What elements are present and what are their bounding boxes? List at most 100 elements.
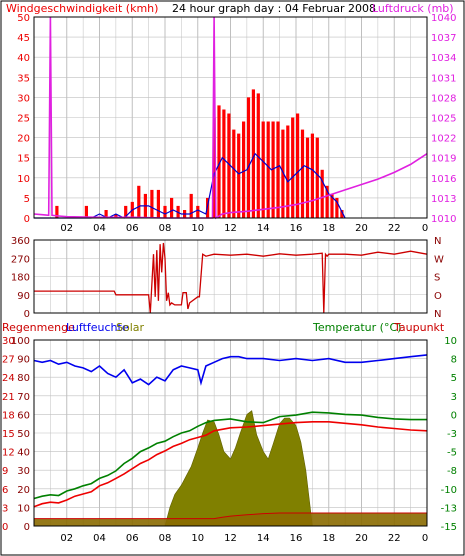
dewpoint-line xyxy=(33,420,428,508)
pressure-tick-label: 1028 xyxy=(431,93,456,104)
wind-bar xyxy=(237,133,241,218)
chart-title: 24 hour graph day : 04 Februar 2008 xyxy=(172,2,376,15)
wind-bar xyxy=(84,205,88,218)
wind-bar xyxy=(300,129,305,218)
x-tick-label: 08 xyxy=(159,223,172,234)
pressure-line xyxy=(33,16,428,220)
temperature-tick-label: 8 xyxy=(451,355,457,366)
wind-bar xyxy=(242,121,246,218)
wind-bar xyxy=(310,133,314,218)
direction-degree-axis: 360 270 180 90 0 xyxy=(11,236,30,320)
temperature-axis: -15 -13 -10 -8 -5 -3 0 3 5 8 10 xyxy=(441,336,457,533)
climate-frame xyxy=(33,339,428,527)
wind-bar xyxy=(276,121,280,218)
wind-bar xyxy=(271,121,275,218)
wind-tick-label: 35 xyxy=(17,73,30,84)
humidity-axis-title: Luftfeuchte xyxy=(66,321,129,334)
wind-tick-label: 30 xyxy=(17,93,30,104)
x-tick-label: 04 xyxy=(93,223,106,234)
x-tick-label: 16 xyxy=(290,223,303,234)
temperature-tick-label: 10 xyxy=(444,336,457,347)
temperature-tick-label: -15 xyxy=(441,522,457,533)
wind-tick-label: 45 xyxy=(17,33,30,44)
wind-bar xyxy=(170,197,174,218)
x-tick-label: 16 xyxy=(290,533,303,544)
x-tick-label: 18 xyxy=(322,223,335,234)
humidity-tick-label: 80 xyxy=(17,373,30,384)
wind-bar xyxy=(246,97,251,218)
humidity-tick-label: 20 xyxy=(17,485,30,496)
wind-bar xyxy=(189,193,193,218)
wind-bar xyxy=(256,93,260,218)
temperature-tick-label: -3 xyxy=(447,429,457,440)
x-tick-label: 12 xyxy=(224,223,237,234)
x-tick-label: 0 xyxy=(422,223,428,234)
pressure-tick-label: 1013 xyxy=(431,194,456,205)
wind-tick-label: 50 xyxy=(17,13,30,24)
humidity-tick-label: 100 xyxy=(11,336,30,347)
wind-bar xyxy=(212,117,216,218)
compass-tick-label: N xyxy=(434,236,441,247)
climate-time-axis: 02 04 06 08 10 12 14 16 18 20 22 0 xyxy=(60,533,428,544)
wind-bar xyxy=(281,129,285,218)
wind-time-axis: 02 04 06 08 10 12 14 16 18 20 22 0 xyxy=(60,223,428,234)
rain-tick-label: 24 xyxy=(2,373,15,384)
wind-bar xyxy=(296,113,300,218)
temperature-tick-label: -10 xyxy=(441,485,457,496)
pressure-tick-label: 1022 xyxy=(431,134,456,145)
wind-bar xyxy=(266,121,270,218)
x-tick-label: 0 xyxy=(422,533,428,544)
direction-tick-label: 270 xyxy=(11,254,30,265)
pressure-tick-label: 1025 xyxy=(431,114,456,125)
x-tick-label: 20 xyxy=(355,533,368,544)
direction-tick-label: 180 xyxy=(11,273,30,284)
pressure-tick-label: 1016 xyxy=(431,174,456,185)
humidity-line xyxy=(33,354,428,386)
wind-bar xyxy=(217,105,221,218)
temperature-tick-label: -5 xyxy=(447,448,457,459)
wind-bar xyxy=(305,137,310,218)
wind-speed-axis: 0 5 10 15 20 25 30 35 40 45 50 xyxy=(17,13,30,225)
wind-bar xyxy=(137,185,141,218)
x-tick-label: 02 xyxy=(60,223,73,234)
compass-tick-label: N xyxy=(434,309,441,320)
direction-tick-label: 0 xyxy=(24,309,30,320)
wind-tick-label: 15 xyxy=(17,154,30,165)
x-tick-label: 22 xyxy=(388,223,401,234)
x-tick-label: 10 xyxy=(191,533,204,544)
humidity-tick-label: 10 xyxy=(17,503,30,514)
wind-bar xyxy=(156,189,160,218)
pressure-tick-label: 1019 xyxy=(431,154,456,165)
x-tick-label: 10 xyxy=(191,223,204,234)
direction-grid xyxy=(34,240,427,313)
wind-pressure-frame xyxy=(33,16,428,219)
wind-bar xyxy=(286,125,290,218)
wind-bar xyxy=(330,193,334,218)
x-tick-label: 18 xyxy=(322,533,335,544)
wind-bar xyxy=(196,205,200,218)
pressure-axis: 1010 1013 1016 1019 1022 1025 1028 1031 1034 1037… xyxy=(431,13,456,225)
wind-tick-label: 0 xyxy=(24,214,30,225)
wind-bar xyxy=(114,214,118,218)
wind-bar xyxy=(325,185,329,218)
pressure-tick-label: 1040 xyxy=(431,13,456,24)
wind-tick-label: 5 xyxy=(24,194,30,205)
wind-bar xyxy=(232,129,236,218)
wind-bar xyxy=(222,109,226,218)
x-tick-label: 20 xyxy=(355,223,368,234)
wind-tick-label: 40 xyxy=(17,53,30,64)
wind-tick-label: 25 xyxy=(17,114,30,125)
rain-axis-title: Regenmenge xyxy=(2,321,75,334)
temperature-tick-label: -13 xyxy=(441,503,457,514)
humidity-tick-label: 70 xyxy=(17,392,30,403)
temperature-axis-title: Temperatur (°C) xyxy=(312,321,401,334)
wind-bar xyxy=(335,197,339,218)
direction-plot xyxy=(34,242,428,314)
wind-tick-label: 20 xyxy=(17,134,30,145)
x-tick-label: 12 xyxy=(224,533,237,544)
wind-bar xyxy=(163,205,167,218)
x-tick-label: 08 xyxy=(159,533,172,544)
